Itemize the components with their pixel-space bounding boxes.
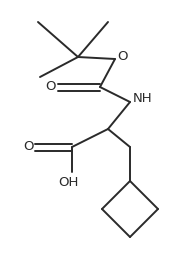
Text: OH: OH	[58, 176, 78, 189]
Text: NH: NH	[133, 93, 153, 106]
Text: O: O	[46, 81, 56, 94]
Text: O: O	[23, 140, 33, 153]
Text: O: O	[117, 50, 127, 63]
